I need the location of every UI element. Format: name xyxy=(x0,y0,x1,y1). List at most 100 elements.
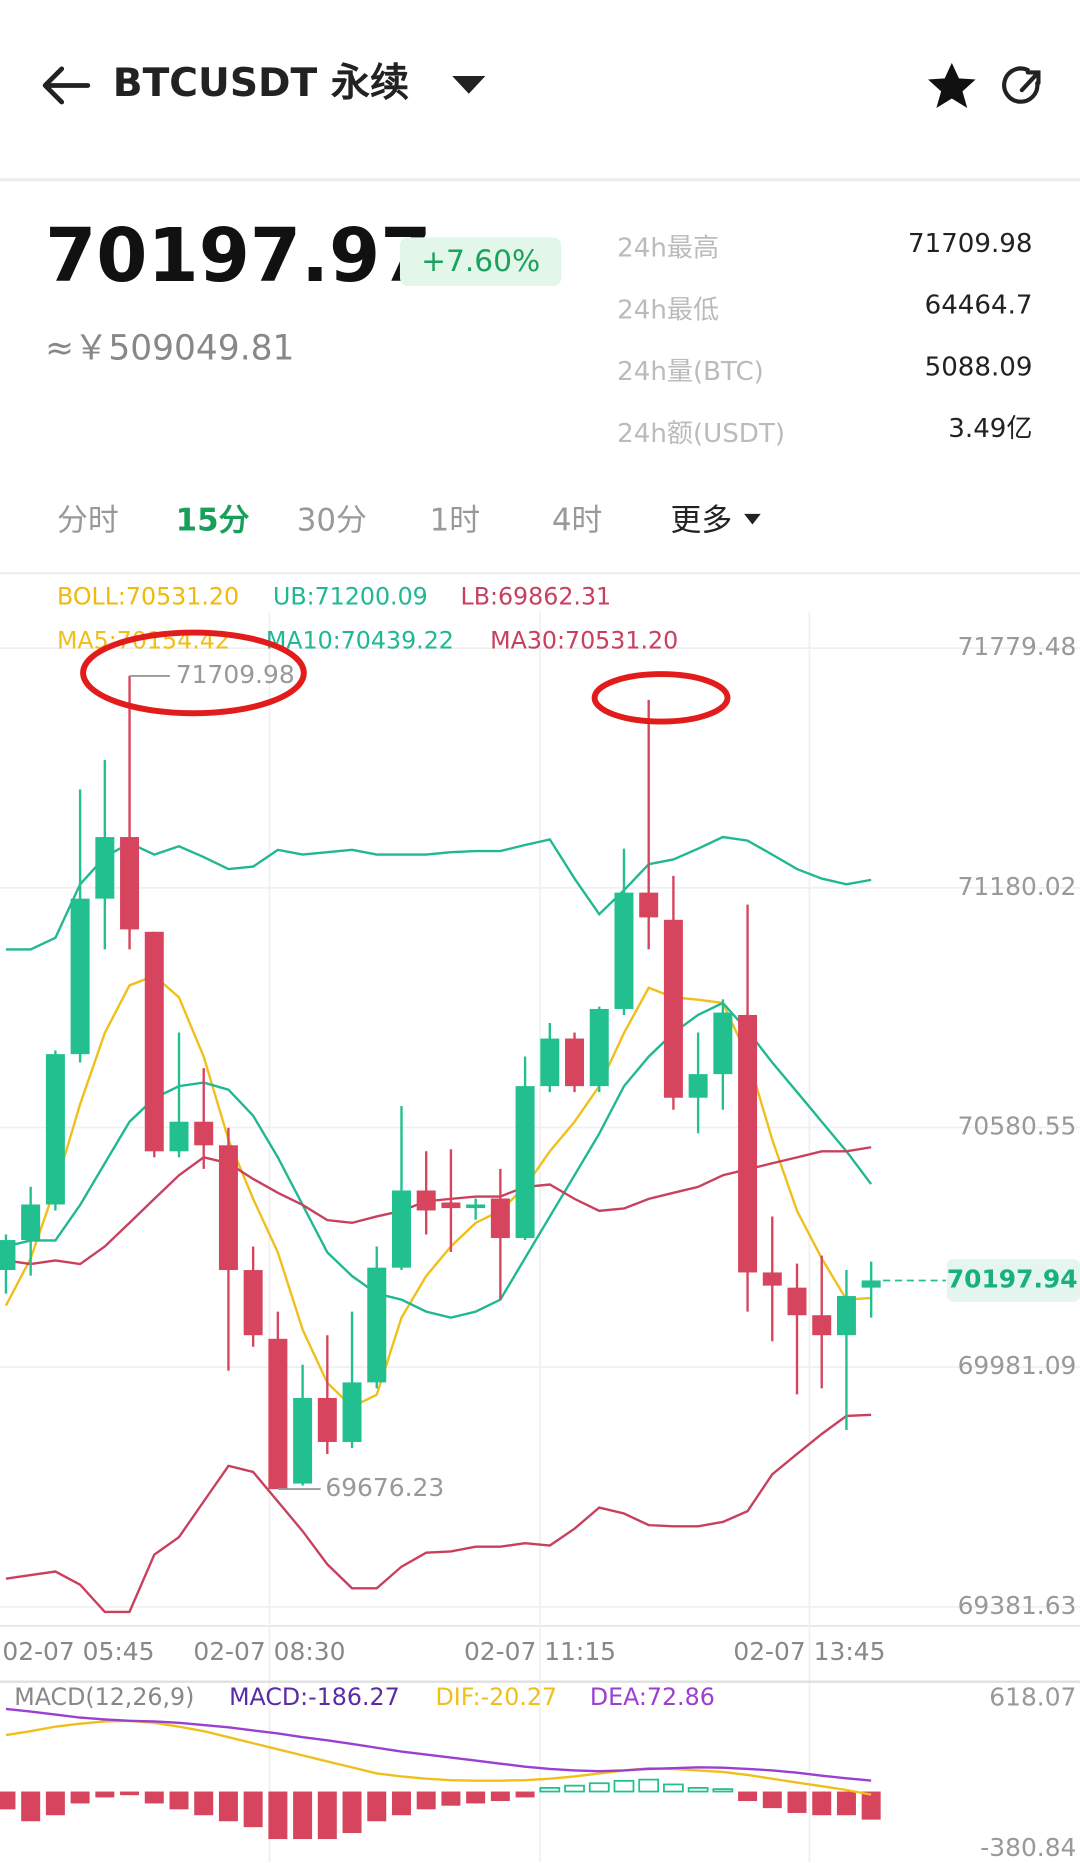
candle-body xyxy=(490,1198,510,1239)
macd-bar xyxy=(687,1787,709,1793)
last-price-tag xyxy=(947,1259,1080,1302)
macd-bar xyxy=(268,1791,288,1840)
stat-label: 24h额(USDT) xyxy=(617,419,785,449)
last-price-label: 70197.94 xyxy=(947,1264,1078,1293)
back-button[interactable] xyxy=(42,66,91,105)
macd-bar xyxy=(342,1791,362,1834)
macd-bar xyxy=(391,1791,411,1816)
macd-bar xyxy=(21,1791,41,1822)
stat-value: 3.49亿 xyxy=(948,414,1032,444)
macd-bar xyxy=(293,1791,313,1840)
y-tick-label: -380.84 xyxy=(980,1833,1076,1862)
macd-bar xyxy=(515,1791,535,1798)
legend-entry: LB:69862.31 xyxy=(460,583,611,611)
macd-bar xyxy=(45,1791,65,1816)
interval-tab[interactable]: 30分 xyxy=(297,503,367,539)
high-label: 71709.98 xyxy=(176,660,295,689)
y-tick-label: 69981.09 xyxy=(958,1351,1077,1380)
y-tick-label: 69381.63 xyxy=(958,1591,1077,1620)
macd-bar xyxy=(738,1791,758,1802)
y-tick-label: 71180.02 xyxy=(958,872,1077,901)
candle-body xyxy=(243,1270,263,1336)
interval-tab[interactable]: 1时 xyxy=(430,503,480,539)
macd-bar xyxy=(490,1791,510,1802)
interval-tab[interactable]: 15分 xyxy=(176,503,250,539)
candle-body xyxy=(317,1397,337,1442)
macd-bar xyxy=(613,1779,635,1793)
candle-body xyxy=(688,1074,708,1098)
macd-bar xyxy=(317,1791,337,1840)
candle-body xyxy=(639,892,659,918)
candle-body xyxy=(441,1202,461,1209)
candle-body xyxy=(540,1038,560,1087)
candle-body xyxy=(169,1121,189,1152)
more-dropdown[interactable] xyxy=(744,513,761,525)
indicator-line xyxy=(5,1413,872,1614)
candle-body xyxy=(762,1272,782,1286)
candle-body xyxy=(293,1397,313,1484)
interval-tab[interactable]: 分时 xyxy=(57,503,119,539)
macd-bar xyxy=(194,1791,214,1816)
macd-line xyxy=(5,1707,872,1782)
x-tick-label: 02-07 08:30 xyxy=(193,1637,345,1666)
macd-bar xyxy=(120,1791,140,1796)
candle-body xyxy=(466,1204,486,1209)
favorite-star[interactable] xyxy=(928,62,976,108)
low-label: 69676.23 xyxy=(325,1473,444,1502)
candle-body xyxy=(565,1038,585,1087)
stat-value: 71709.98 xyxy=(908,229,1033,259)
y-tick-label: 618.07 xyxy=(989,1682,1076,1711)
interval-tab[interactable]: 4时 xyxy=(552,503,602,539)
legend-entry: UB:71200.09 xyxy=(273,583,428,611)
pair-dropdown[interactable] xyxy=(452,75,486,94)
y-tick-label: 71779.48 xyxy=(958,632,1077,661)
legend-entry: MACD:-186.27 xyxy=(229,1683,400,1711)
highlight-circle xyxy=(591,671,731,725)
macd-bar xyxy=(638,1778,660,1793)
indicator-line xyxy=(5,835,872,951)
stat-label: 24h量(BTC) xyxy=(617,357,764,387)
share-button[interactable] xyxy=(1002,66,1041,104)
candle-body xyxy=(45,1054,65,1205)
divider xyxy=(0,178,1080,182)
legend-entry: DEA:72.86 xyxy=(590,1683,715,1711)
stat-label: 24h最低 xyxy=(617,295,719,325)
candle-body xyxy=(663,919,683,1098)
interval-tab[interactable]: 更多 xyxy=(671,503,733,539)
cny-price: ≈￥509049.81 xyxy=(45,329,294,369)
candle-body xyxy=(861,1280,881,1288)
candle-body xyxy=(144,931,164,1152)
candle-body xyxy=(614,892,634,1009)
x-tick-label: 02-07 11:15 xyxy=(464,1637,616,1666)
stat-value: 5088.09 xyxy=(925,352,1033,382)
change-percent: +7.60% xyxy=(421,243,540,278)
macd-bar xyxy=(218,1791,238,1822)
macd-bar xyxy=(144,1791,164,1804)
candle-body xyxy=(95,837,115,899)
macd-bar xyxy=(539,1787,561,1793)
candle-body xyxy=(194,1121,214,1146)
stat-value: 64464.7 xyxy=(925,291,1033,321)
macd-bar xyxy=(836,1791,856,1816)
x-tick-label: 02-07 05:45 xyxy=(2,1637,154,1666)
macd-bar xyxy=(466,1791,486,1804)
candle-body xyxy=(836,1296,856,1336)
macd-bar xyxy=(861,1791,881,1820)
legend-entry: MA10:70439.22 xyxy=(266,627,454,655)
macd-bar xyxy=(812,1791,832,1816)
candle-body xyxy=(713,1012,733,1075)
pair-title[interactable]: BTCUSDT 永续 xyxy=(113,61,409,106)
y-tick-label: 70580.55 xyxy=(958,1111,1077,1140)
macd-bar xyxy=(367,1791,387,1822)
highlight-circle xyxy=(80,629,307,717)
legend-entry: DIF:-20.27 xyxy=(436,1683,558,1711)
divider xyxy=(0,572,1080,575)
candle-body xyxy=(367,1267,387,1383)
candle-body xyxy=(515,1086,535,1239)
macd-bar xyxy=(564,1784,585,1793)
candle-body xyxy=(589,1008,609,1087)
macd-bar xyxy=(243,1791,263,1828)
candle-body xyxy=(70,898,90,1055)
macd-bar xyxy=(70,1791,90,1804)
